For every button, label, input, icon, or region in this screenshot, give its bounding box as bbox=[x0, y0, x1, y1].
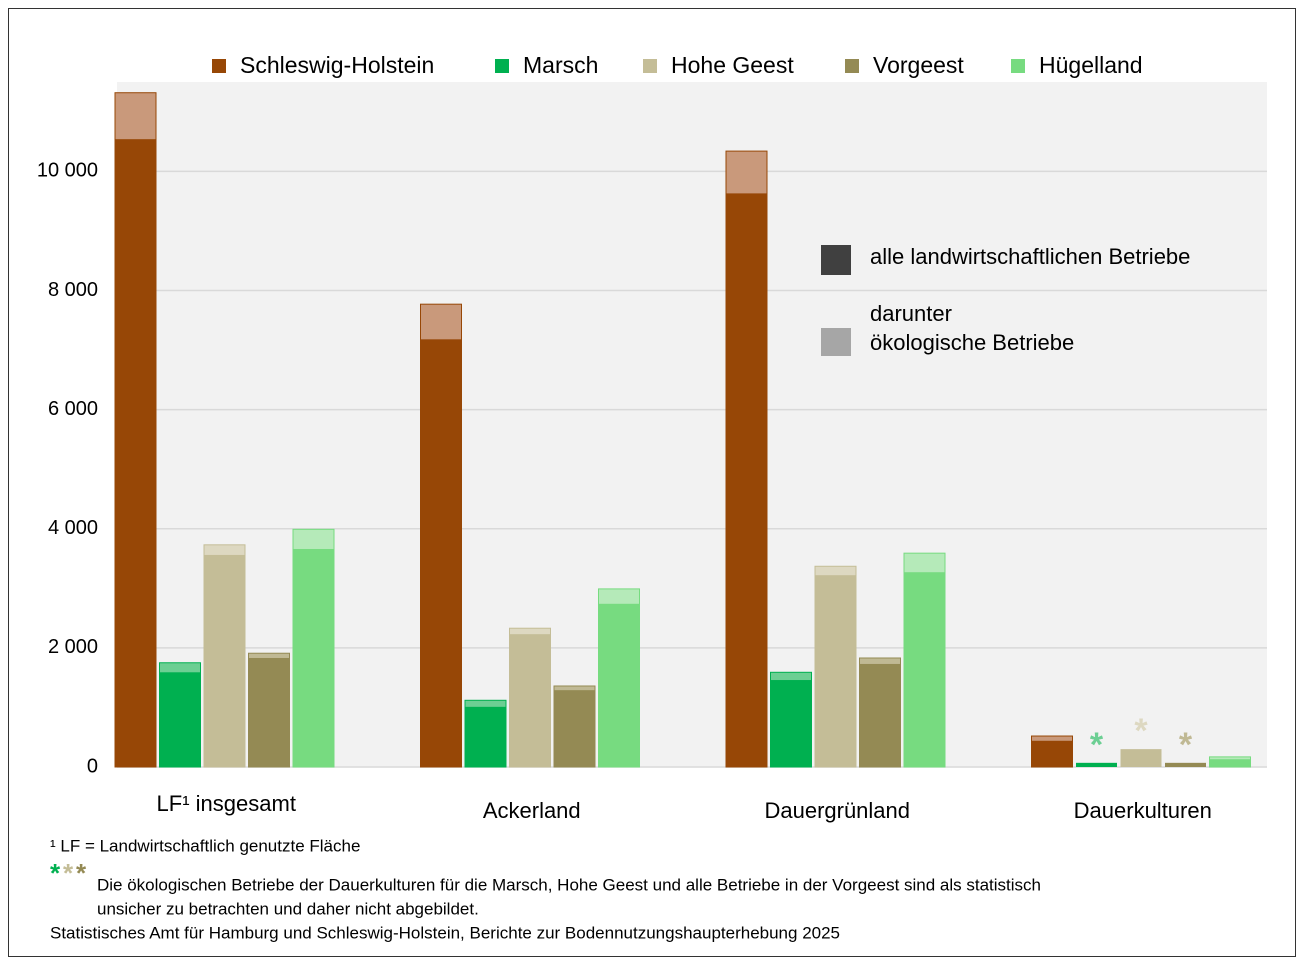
legend-label: Hohe Geest bbox=[671, 52, 794, 78]
legend-swatch bbox=[495, 59, 509, 73]
legend-label: darunter bbox=[870, 301, 952, 326]
legend-swatch bbox=[821, 245, 851, 275]
x-tick-label: Dauerkulturen bbox=[1074, 798, 1212, 823]
bar bbox=[904, 572, 945, 767]
x-tick-label: LF¹ insgesamt bbox=[157, 791, 296, 816]
legend-swatch bbox=[845, 59, 859, 73]
bar bbox=[420, 339, 462, 767]
legend-swatch bbox=[1011, 59, 1025, 73]
bar bbox=[1209, 759, 1251, 767]
footnote-star: * bbox=[63, 858, 74, 888]
bar bbox=[1031, 740, 1073, 767]
bar bbox=[554, 690, 595, 767]
footnote: unsicher zu betrachten und daher nicht a… bbox=[97, 899, 479, 918]
legend-swatch bbox=[821, 328, 851, 356]
bar bbox=[1165, 762, 1206, 767]
bar bbox=[726, 193, 767, 767]
legend-label: Vorgeest bbox=[873, 52, 964, 78]
footnote: Die ökologischen Betriebe der Dauerkultu… bbox=[97, 875, 1041, 894]
y-tick-label: 0 bbox=[87, 755, 98, 777]
legend-label: alle landwirtschaftlichen Betriebe bbox=[870, 244, 1190, 269]
legend-label: Schleswig-Holstein bbox=[240, 52, 434, 78]
legend-swatch bbox=[643, 59, 657, 73]
asterisk: * bbox=[1134, 712, 1148, 750]
bar bbox=[159, 672, 201, 767]
legend-label: Marsch bbox=[523, 52, 598, 78]
footnote-star: * bbox=[76, 858, 87, 888]
asterisk: * bbox=[1179, 726, 1193, 764]
bar bbox=[465, 706, 506, 767]
legend-label: Hügelland bbox=[1039, 52, 1143, 78]
y-tick-label: 10 000 bbox=[37, 160, 98, 182]
bar bbox=[859, 663, 901, 767]
bar bbox=[770, 680, 812, 767]
bar bbox=[509, 634, 551, 767]
bar bbox=[815, 575, 856, 767]
legend-swatch bbox=[212, 59, 226, 73]
bar bbox=[1076, 762, 1117, 767]
footnote: ¹ LF = Landwirtschaftlich genutzte Fläch… bbox=[50, 836, 360, 855]
bar bbox=[115, 139, 156, 767]
asterisk: * bbox=[1090, 726, 1104, 764]
legend-label: ökologische Betriebe bbox=[870, 330, 1074, 355]
footnote-star: * bbox=[50, 858, 61, 888]
y-tick-label: 8 000 bbox=[48, 279, 98, 301]
bar bbox=[1120, 749, 1162, 767]
y-tick-label: 6 000 bbox=[48, 398, 98, 420]
bar bbox=[598, 603, 640, 767]
bar bbox=[204, 554, 245, 767]
bar bbox=[293, 548, 334, 767]
x-tick-label: Dauergrünland bbox=[764, 798, 910, 823]
bar bbox=[248, 657, 290, 767]
y-tick-label: 4 000 bbox=[48, 517, 98, 539]
x-tick-label: Ackerland bbox=[483, 798, 581, 823]
source: Statistisches Amt für Hamburg und Schles… bbox=[50, 923, 840, 942]
y-tick-label: 2 000 bbox=[48, 636, 98, 658]
